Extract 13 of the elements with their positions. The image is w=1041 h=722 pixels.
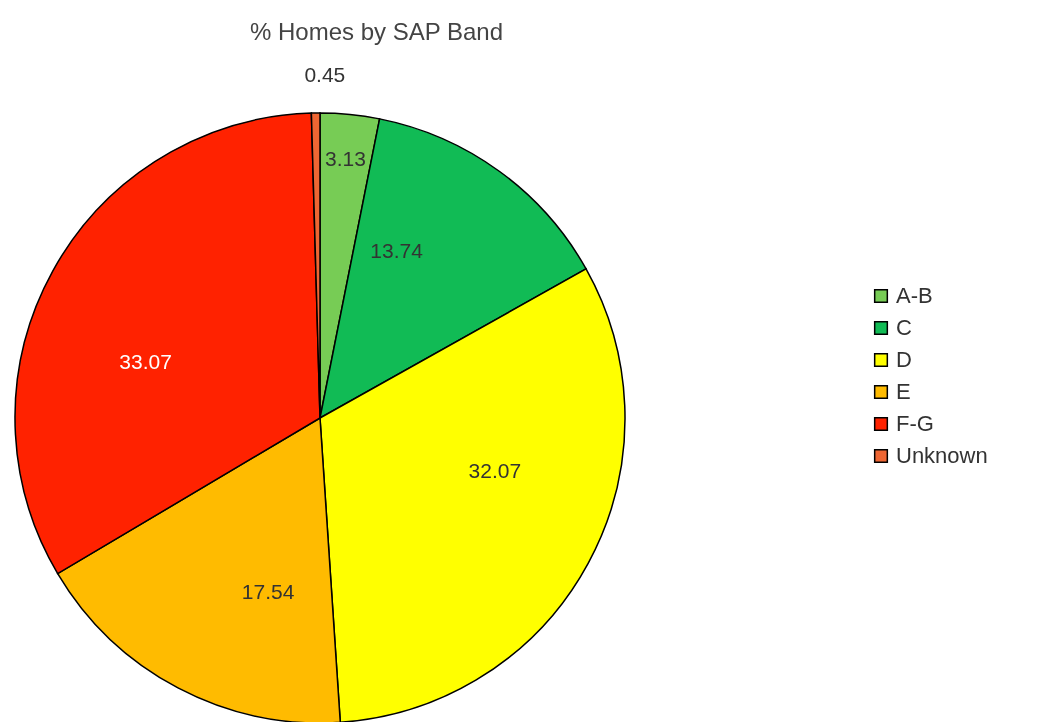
chart-title: % Homes by SAP Band	[250, 18, 504, 45]
data-label: 33.07	[119, 349, 172, 373]
data-label: 32.07	[468, 459, 522, 483]
legend-label: C	[896, 315, 912, 340]
data-label: 17.54	[241, 580, 295, 604]
legend-label: F-G	[896, 411, 934, 436]
data-label: 3.13	[325, 147, 366, 170]
legend-label: E	[896, 379, 911, 404]
legend-label: A-B	[896, 283, 933, 308]
legend-label: Unknown	[896, 443, 988, 468]
data-label: 0.45	[304, 63, 346, 87]
data-label: 13.74	[370, 238, 424, 262]
legend-label: D	[896, 347, 912, 372]
